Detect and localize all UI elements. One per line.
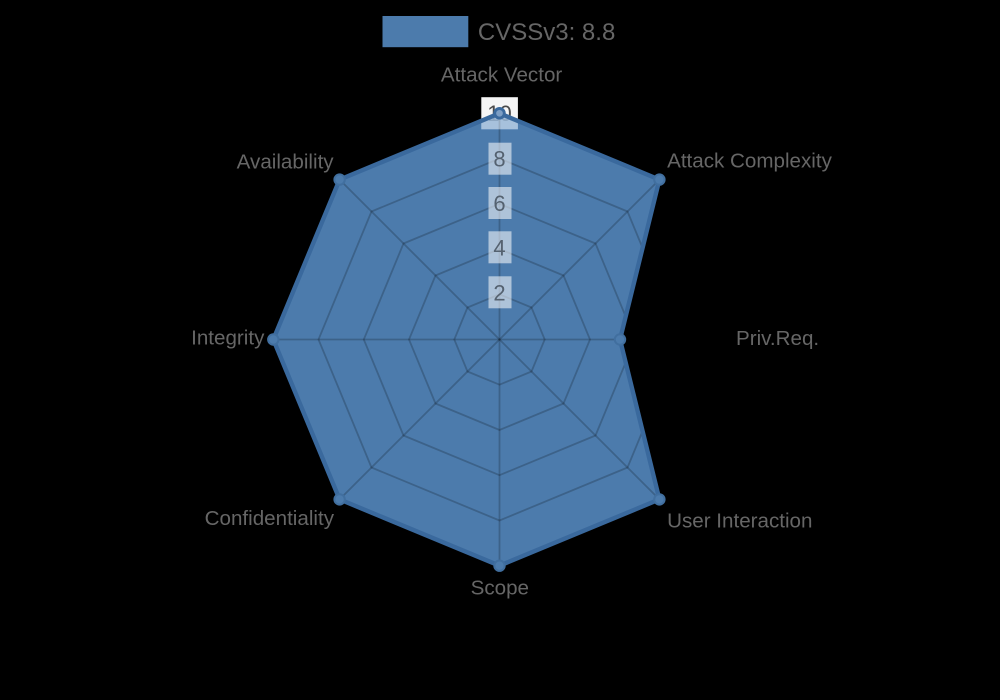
svg-text:2: 2 <box>493 280 505 305</box>
svg-text:4: 4 <box>493 235 505 260</box>
svg-text:6: 6 <box>493 191 505 216</box>
svg-text:Availability: Availability <box>237 151 335 174</box>
svg-text:User Interaction: User Interaction <box>667 509 812 532</box>
svg-text:Scope: Scope <box>471 577 529 600</box>
svg-text:Confidentiality: Confidentiality <box>205 507 335 530</box>
svg-text:Attack Complexity: Attack Complexity <box>667 150 833 173</box>
svg-text:8: 8 <box>493 147 505 172</box>
svg-text:Priv.Req.: Priv.Req. <box>736 327 819 350</box>
svg-text:Integrity: Integrity <box>191 326 265 349</box>
svg-text:CVSSv3: 8.8: CVSSv3: 8.8 <box>478 19 615 46</box>
svg-text:Attack Vector: Attack Vector <box>441 64 562 87</box>
